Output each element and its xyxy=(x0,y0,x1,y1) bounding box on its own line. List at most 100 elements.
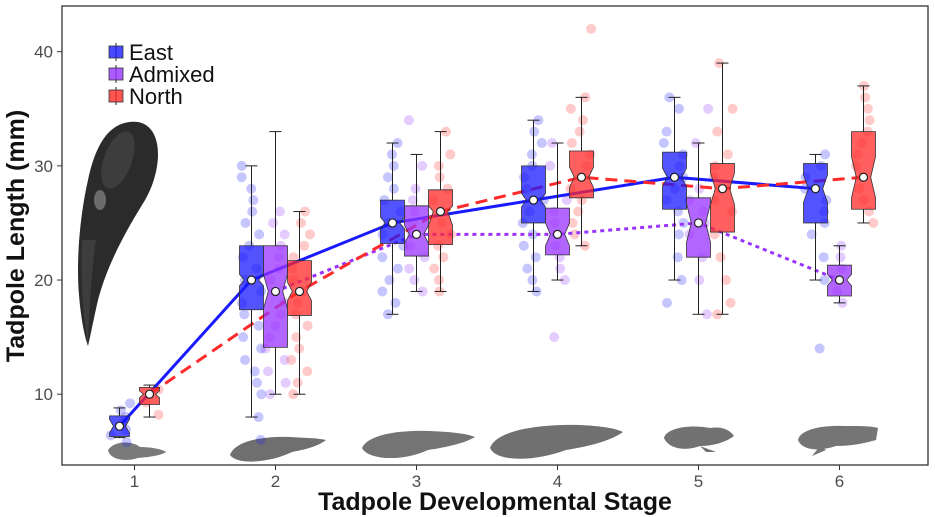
boxplot-admixed-stage-2 xyxy=(263,131,288,395)
data-point xyxy=(254,229,265,240)
boxplot-east-stage-4 xyxy=(521,119,546,292)
data-point xyxy=(661,126,672,137)
notched-box xyxy=(428,189,453,246)
data-point xyxy=(295,217,306,228)
x-tick-label: 4 xyxy=(553,472,562,491)
trend-line-north xyxy=(148,175,864,396)
legend-key-box xyxy=(108,67,124,81)
data-point xyxy=(820,149,831,160)
data-point xyxy=(862,103,873,114)
x-tick-label: 3 xyxy=(412,472,421,491)
x-tick-label: 6 xyxy=(835,472,844,491)
data-point xyxy=(377,252,388,263)
median-marker xyxy=(114,421,125,431)
data-point xyxy=(577,115,588,126)
data-point xyxy=(566,138,577,149)
median-marker xyxy=(669,172,680,182)
data-point xyxy=(536,138,547,149)
data-point xyxy=(703,103,714,114)
boxplot-admixed-stage-6 xyxy=(827,245,852,304)
boxplot-north-stage-6 xyxy=(851,85,876,224)
legend-label: North xyxy=(129,84,183,109)
median-markers-layer xyxy=(114,172,869,431)
large-tadpole-illustration xyxy=(78,121,158,347)
notched-box xyxy=(710,163,735,233)
stage-2-illustration xyxy=(230,436,326,462)
data-point xyxy=(573,206,584,217)
legend-key-box xyxy=(108,89,124,103)
data-point xyxy=(722,149,733,160)
data-point xyxy=(240,354,251,365)
median-marker xyxy=(717,184,728,194)
data-point xyxy=(868,217,879,228)
data-point xyxy=(586,23,597,34)
data-point xyxy=(392,263,403,274)
data-point xyxy=(236,160,247,171)
data-point xyxy=(236,172,247,183)
stage-3-illustration xyxy=(362,430,475,459)
median-marker xyxy=(294,286,305,297)
data-point xyxy=(153,409,164,420)
data-point xyxy=(835,252,846,263)
data-point xyxy=(404,263,415,274)
stage-6-illustration xyxy=(798,425,878,456)
data-point xyxy=(256,389,267,400)
data-point xyxy=(274,206,285,217)
y-axis-title: Tadpole Length (mm) xyxy=(2,110,30,362)
data-point xyxy=(388,183,399,194)
legend-item-admixed: Admixed xyxy=(108,62,215,87)
axes-layer: 10 20 30 40 1 2 3 4 5 6 xyxy=(34,43,844,491)
data-point xyxy=(526,149,537,160)
median-marker xyxy=(270,286,281,297)
data-point xyxy=(377,286,388,297)
data-point xyxy=(567,217,578,228)
data-point xyxy=(390,297,401,308)
data-point xyxy=(522,263,533,274)
data-point xyxy=(434,172,445,183)
data-point xyxy=(279,354,290,365)
data-point xyxy=(530,252,541,263)
data-point xyxy=(386,149,397,160)
data-point xyxy=(382,172,393,183)
median-marker xyxy=(834,275,845,285)
data-point xyxy=(701,309,712,320)
data-point xyxy=(248,195,259,206)
plot-panel xyxy=(61,5,929,466)
data-point xyxy=(384,275,395,286)
tadpole-illustrations xyxy=(78,121,878,462)
data-point xyxy=(268,217,279,228)
data-point xyxy=(814,343,825,354)
data-point xyxy=(304,229,315,240)
data-point xyxy=(292,377,303,388)
data-point xyxy=(115,405,126,416)
stage-4-illustration xyxy=(490,424,623,459)
data-point xyxy=(574,126,585,137)
data-point xyxy=(417,286,428,297)
median-marker xyxy=(693,218,704,228)
median-marker xyxy=(411,229,422,239)
data-point xyxy=(125,398,136,409)
data-point xyxy=(712,126,723,137)
data-point xyxy=(727,103,738,114)
data-point xyxy=(819,275,830,286)
data-point xyxy=(407,195,418,206)
data-point xyxy=(658,138,669,149)
trend-lines-layer xyxy=(118,175,864,428)
data-point xyxy=(864,115,875,126)
notched-box xyxy=(521,165,546,224)
data-point xyxy=(239,309,250,320)
data-point xyxy=(286,354,297,365)
median-marker xyxy=(552,229,563,239)
data-point xyxy=(559,275,570,286)
data-point xyxy=(280,377,291,388)
median-marker xyxy=(576,172,587,182)
legend-item-east: East xyxy=(108,40,173,65)
data-point xyxy=(251,377,262,388)
x-axis-title: Tadpole Developmental Stage xyxy=(318,488,672,516)
data-point xyxy=(715,252,726,263)
data-point xyxy=(279,229,290,240)
data-point xyxy=(676,275,687,286)
data-point xyxy=(527,229,538,240)
